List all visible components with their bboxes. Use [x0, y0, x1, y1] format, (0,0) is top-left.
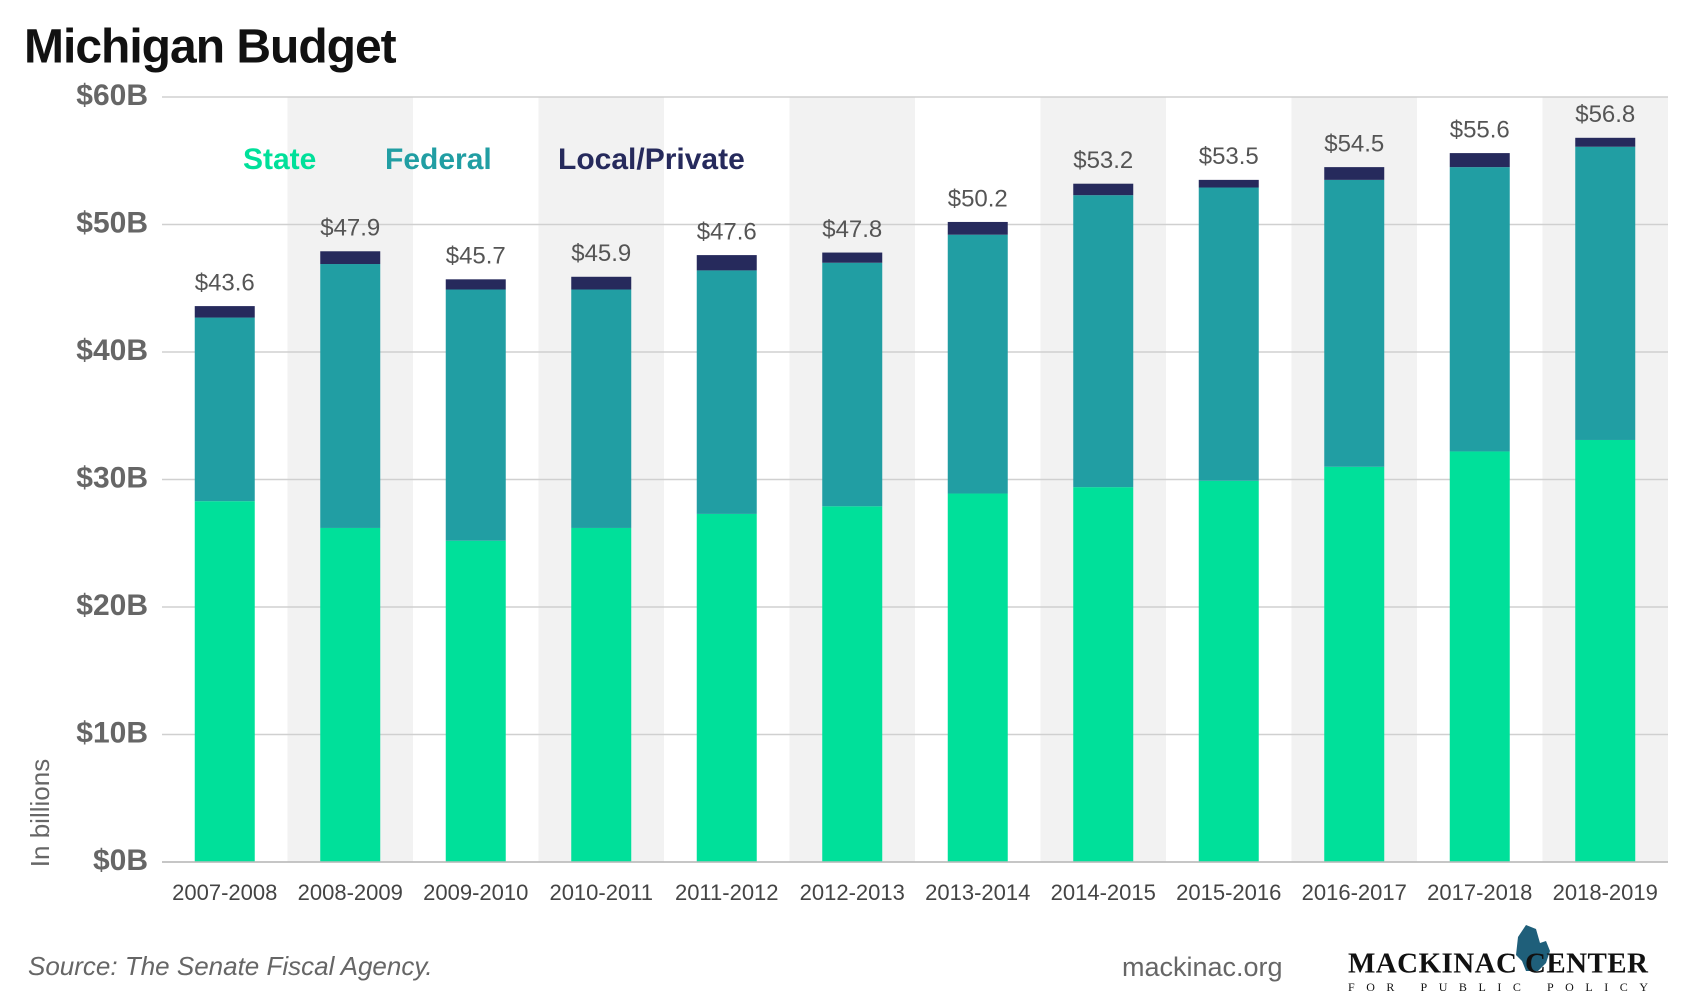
bar-segment — [822, 506, 883, 862]
bar-segment — [445, 540, 506, 862]
site-url: mackinac.org — [1122, 952, 1283, 982]
x-tick-label: 2017-2018 — [1427, 880, 1532, 905]
bar-segment — [320, 264, 381, 528]
bar-segment — [822, 252, 883, 263]
bar-segment — [194, 317, 255, 502]
bar-segment — [1575, 146, 1636, 440]
bar-segment — [696, 513, 757, 862]
x-tick-label: 2015-2016 — [1176, 880, 1281, 905]
bar-segment — [947, 221, 1008, 235]
bar-segment — [571, 527, 632, 862]
total-label: $56.8 — [1575, 101, 1635, 128]
x-tick-label: 2012-2013 — [800, 880, 905, 905]
bar-segment — [194, 306, 255, 318]
x-tick-label: 2009-2010 — [423, 880, 528, 905]
total-label: $54.5 — [1324, 130, 1384, 157]
bar-segment — [1198, 179, 1259, 188]
bar-segment — [1198, 480, 1259, 862]
bar-segment — [696, 270, 757, 514]
y-tick-label: $10B — [76, 716, 148, 749]
bar-segment — [571, 276, 632, 290]
bar-segment — [1073, 195, 1134, 488]
x-tick-label: 2016-2017 — [1302, 880, 1407, 905]
x-tick-label: 2007-2008 — [172, 880, 277, 905]
y-tick-label: $20B — [76, 589, 148, 622]
logo-icon — [1516, 925, 1550, 971]
total-label: $47.6 — [697, 218, 757, 245]
x-tick-label: 2008-2009 — [298, 880, 403, 905]
bar-segment — [1449, 153, 1510, 168]
bar-segment — [1198, 187, 1259, 481]
bar-segment — [445, 279, 506, 290]
bar-segment — [947, 234, 1008, 494]
bar-segment — [194, 501, 255, 862]
total-label: $55.6 — [1450, 116, 1510, 143]
legend-label: Federal — [385, 143, 492, 176]
total-label: $53.5 — [1199, 143, 1259, 170]
y-tick-label: $40B — [76, 334, 148, 367]
y-tick-label: $50B — [76, 206, 148, 239]
bar-segment — [822, 262, 883, 507]
source-note: Source: The Senate Fiscal Agency. — [28, 951, 433, 981]
bar-segment — [1324, 167, 1385, 180]
total-label: $43.6 — [195, 269, 255, 296]
total-label: $45.7 — [446, 243, 506, 270]
x-tick-label: 2010-2011 — [549, 880, 653, 905]
y-tick-label: $60B — [76, 79, 148, 112]
bar-segment — [320, 251, 381, 265]
bar-segment — [571, 289, 632, 528]
bar-segment — [947, 493, 1008, 862]
bar-segment — [1073, 487, 1134, 862]
bar-segment — [1073, 183, 1134, 196]
bar-segment — [320, 527, 381, 862]
bar-segment — [1324, 466, 1385, 862]
legend-label: Local/Private — [558, 143, 745, 176]
total-label: $47.8 — [822, 216, 882, 243]
total-label: $50.2 — [948, 185, 1008, 212]
bar-segment — [445, 289, 506, 541]
total-label: $53.2 — [1073, 147, 1133, 174]
bar-segment — [1575, 439, 1636, 862]
bar-segment — [1575, 137, 1636, 147]
bar-segment — [1449, 451, 1510, 862]
y-axis-label: In billions — [25, 759, 55, 867]
logo-name: MACKINAC CENTER — [1348, 948, 1649, 980]
x-tick-label: 2014-2015 — [1051, 880, 1156, 905]
logo-tagline: FOR PUBLIC POLICY — [1348, 980, 1648, 994]
bar-segment — [1449, 167, 1510, 452]
total-label: $47.9 — [320, 215, 380, 242]
x-tick-label: 2013-2014 — [925, 880, 1030, 905]
total-label: $45.9 — [571, 240, 631, 267]
x-tick-label: 2011-2012 — [675, 880, 779, 905]
legend-label: State — [243, 143, 316, 176]
y-tick-label: $30B — [76, 461, 148, 494]
y-tick-label: $0B — [93, 844, 148, 877]
x-tick-label: 2018-2019 — [1553, 880, 1658, 905]
bar-segment — [696, 255, 757, 271]
chart-title: Michigan Budget — [24, 21, 397, 74]
bar-segment — [1324, 179, 1385, 467]
